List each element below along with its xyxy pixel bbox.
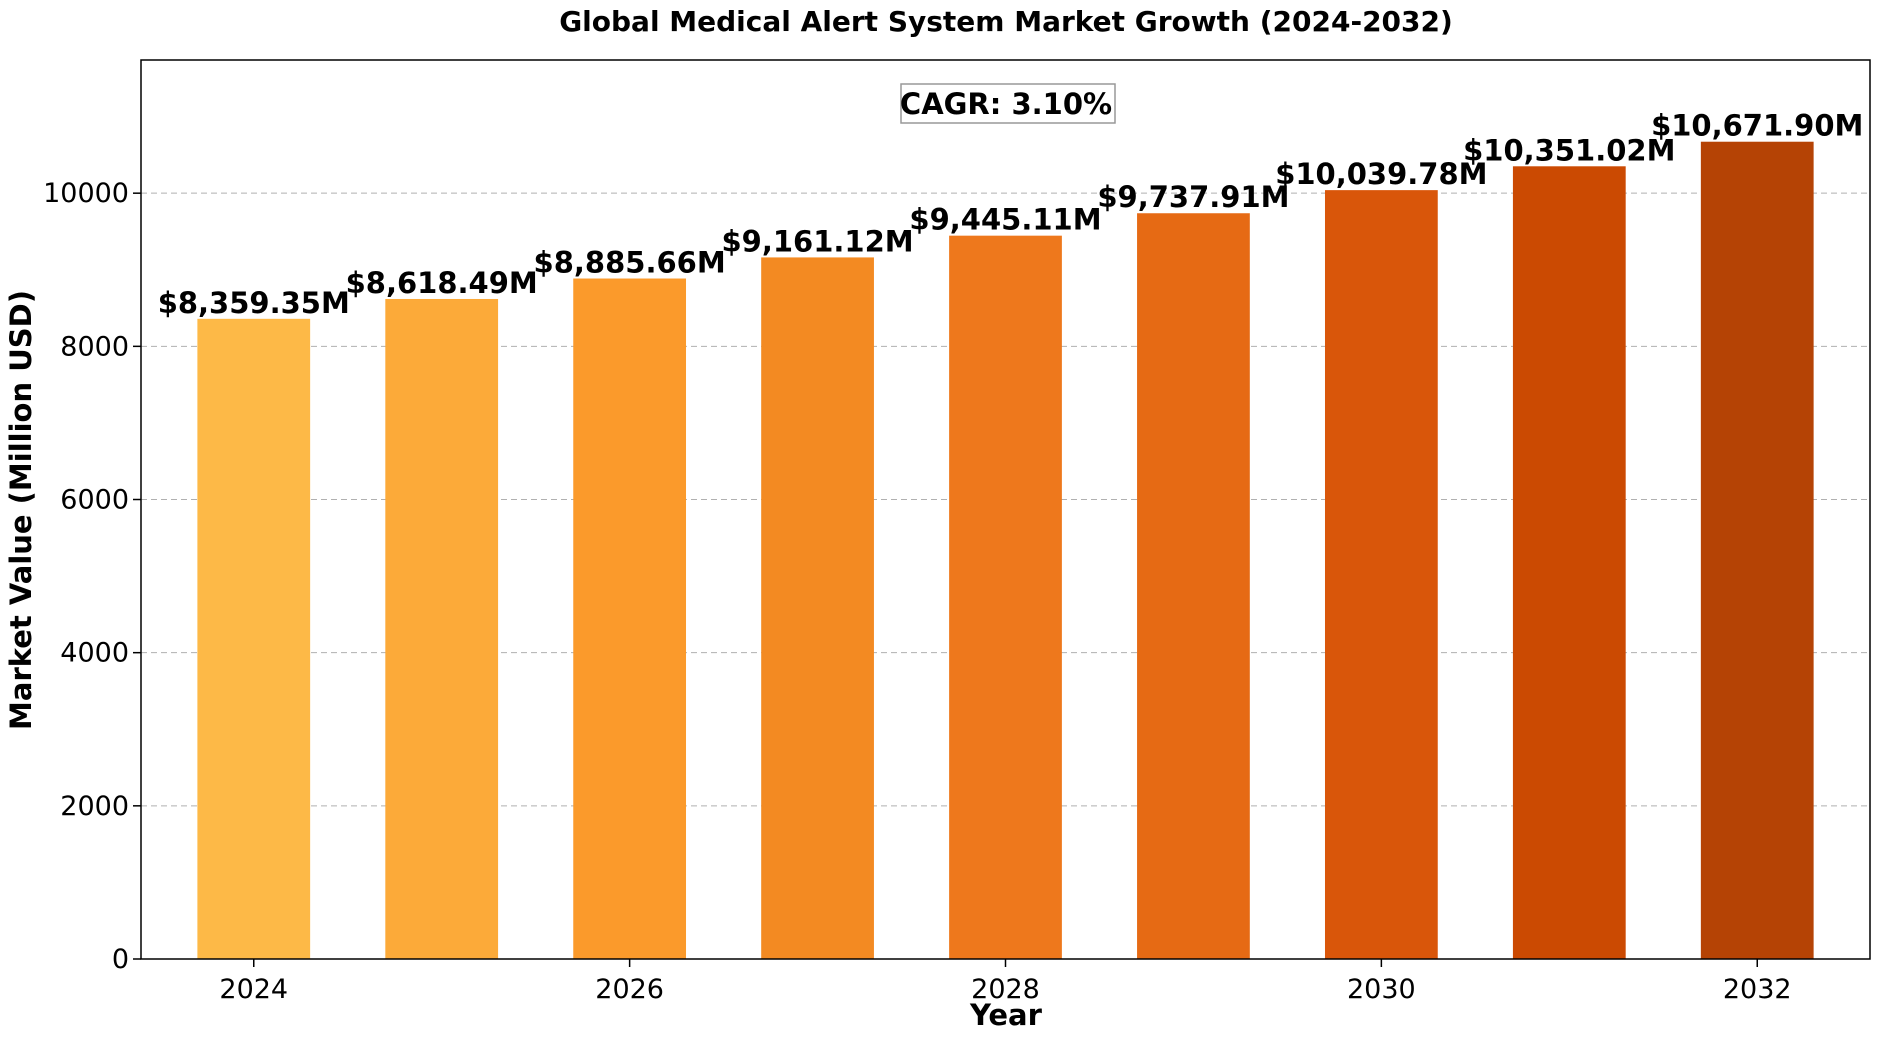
y-tick-label: 0 xyxy=(112,944,129,975)
x-tick-label: 2028 xyxy=(971,974,1040,1005)
data-label-2029: $9,737.91M xyxy=(1097,180,1289,214)
x-axis: 2024 2026 2028 2030 2032 xyxy=(219,959,1792,1005)
bar-2030 xyxy=(1324,190,1438,959)
data-label-2031: $10,351.02M xyxy=(1463,133,1675,167)
x-tick-label: 2030 xyxy=(1347,974,1416,1005)
bar-2028 xyxy=(949,235,1062,959)
bar-2029 xyxy=(1137,213,1250,959)
bar-2026 xyxy=(573,278,687,959)
data-label-2028: $9,445.11M xyxy=(909,203,1101,237)
y-axis-label: Market Value (Million USD) xyxy=(4,290,38,730)
data-label-2030: $10,039.78M xyxy=(1275,157,1487,191)
y-tick-label: 10000 xyxy=(43,178,129,209)
data-label-2024: $8,359.35M xyxy=(158,286,350,320)
cagr-annotation: CAGR: 3.10% xyxy=(900,83,1116,124)
data-label-2026: $8,885.66M xyxy=(534,246,726,280)
data-label-2025: $8,618.49M xyxy=(346,266,538,300)
bar-2027 xyxy=(761,257,874,960)
x-tick-label: 2032 xyxy=(1723,974,1792,1005)
bar-2032 xyxy=(1700,141,1814,959)
x-axis-label: Year xyxy=(969,998,1043,1032)
y-tick-label: 2000 xyxy=(60,791,129,822)
data-label-2032: $10,671.90M xyxy=(1651,109,1863,143)
bar-2024 xyxy=(197,318,311,959)
x-tick-label: 2024 xyxy=(219,974,288,1005)
data-label-2027: $9,161.12M xyxy=(721,224,913,258)
bar-2031 xyxy=(1512,166,1626,959)
bar-2025 xyxy=(385,298,499,959)
y-tick-label: 8000 xyxy=(60,331,129,362)
bar-labels: $8,359.35M$8,618.49M$8,885.66M$9,161.12M… xyxy=(158,109,1864,320)
y-axis: 0 2000 4000 6000 8000 10000 xyxy=(43,178,141,975)
bars xyxy=(197,141,1814,960)
chart-title: Global Medical Alert System Market Growt… xyxy=(559,5,1453,38)
cagr-label: CAGR: 3.10% xyxy=(900,87,1112,121)
y-tick-label: 4000 xyxy=(60,638,129,669)
y-tick-label: 6000 xyxy=(60,485,129,516)
cagr-box xyxy=(900,83,1116,124)
x-tick-label: 2026 xyxy=(595,974,664,1005)
